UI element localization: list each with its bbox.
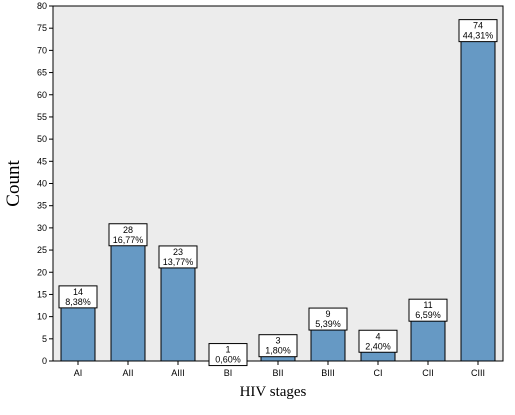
data-label-box [208,343,248,367]
x-tick-label: AIII [171,368,185,378]
bar-aiii [160,258,196,362]
y-tick-label: 70 [37,45,47,55]
data-label-percent: 6,59% [415,310,441,320]
bar-aii [110,236,146,362]
data-label-percent: 0,60% [215,355,241,365]
data-label-percent: 1,80% [265,346,291,356]
y-tick-label: 5 [42,334,47,344]
y-tick-label: 75 [37,23,47,33]
data-label-percent: 8,38% [65,297,91,307]
y-tick-label: 45 [37,156,47,166]
y-tick-label: 55 [37,112,47,122]
x-tick-label: AI [74,368,83,378]
data-label-percent: 16,77% [113,235,144,245]
data-label-box [158,245,198,269]
y-tick-label: 20 [37,267,47,277]
data-label-count: 23 [173,247,183,257]
data-label-percent: 5,39% [315,319,341,329]
y-tick-label: 65 [37,68,47,78]
x-tick-label: BII [272,368,283,378]
data-label-count: 1 [225,345,230,355]
data-label-count: 11 [423,300,432,310]
data-label-box [258,334,298,358]
x-tick-label: CI [374,368,383,378]
data-label-count: 14 [73,287,83,297]
data-label-count: 9 [325,309,330,319]
data-label-box [58,285,98,309]
data-label-box [108,223,148,247]
y-tick-label: 35 [37,201,47,211]
x-tick-label: AII [122,368,133,378]
data-label-percent: 13,77% [163,257,194,267]
x-tick-label: CIII [471,368,485,378]
y-tick-label: 40 [37,179,47,189]
data-label-count: 28 [123,225,133,235]
y-tick-label: 60 [37,90,47,100]
x-tick-label: BIII [321,368,335,378]
x-tick-label: BI [224,368,233,378]
data-label-count: 74 [473,21,483,31]
data-label-percent: 2,40% [365,341,391,351]
data-label-box [308,307,348,331]
y-axis: 0 5 10 15 20 25 30 35 40 45 50 55 60 65 70 75 80 [37,1,53,366]
bar-ai [60,298,96,362]
data-label-box [458,19,498,43]
x-axis: AI AII AIII BI BII BIII CI CII CIII [74,361,485,378]
x-tick-label: CII [422,368,434,378]
data-label-box [358,329,398,353]
y-tick-label: 30 [37,223,47,233]
data-label-count: 3 [275,336,280,346]
y-tick-label: 25 [37,245,47,255]
y-tick-label: 15 [37,289,47,299]
y-tick-label: 50 [37,134,47,144]
bars [60,32,496,362]
y-axis-title: Count [3,160,24,207]
data-label-percent: 44,31% [463,31,494,41]
x-axis-title: HIV stages [240,384,307,400]
data-label-count: 4 [375,331,380,341]
y-tick-label: 10 [37,312,47,322]
bar-ciii [460,32,496,362]
data-label-box [408,298,448,322]
y-tick-label: 80 [37,1,47,11]
y-tick-label: 0 [42,356,47,366]
